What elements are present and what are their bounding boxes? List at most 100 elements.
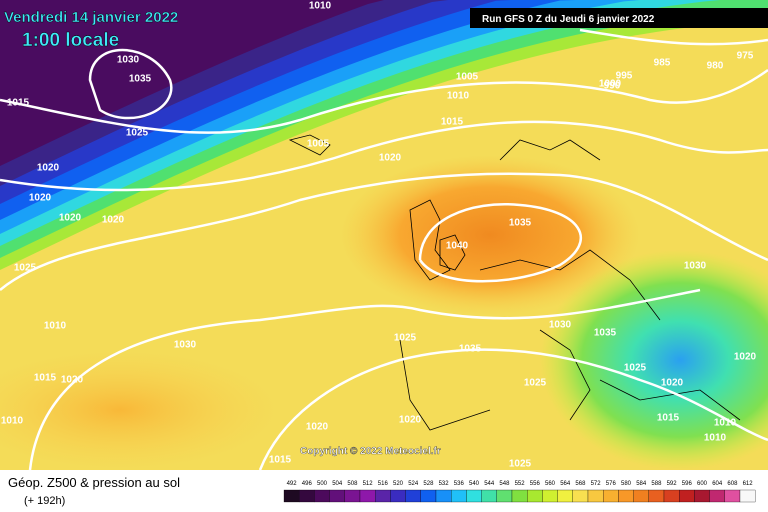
coastlines	[288, 134, 741, 431]
colorbar-label: 500	[317, 481, 328, 487]
copyright: Copyright © 2022 Meteociel.fr	[300, 446, 441, 457]
colorbar-label: 604	[712, 481, 723, 487]
colorbar-swatch	[344, 489, 361, 503]
time: 1:00 locale	[22, 30, 119, 51]
colorbar-swatch	[283, 489, 300, 503]
colorbar-swatch	[299, 489, 315, 503]
isobar-label: 1040	[446, 241, 469, 252]
isobar-label: 1015	[34, 373, 57, 384]
isobar-label: 1020	[61, 375, 84, 386]
colorbar-label: 612	[743, 481, 754, 487]
colorbar-label: 556	[530, 481, 541, 487]
isobar-label: 980	[707, 61, 724, 72]
colorbar-swatch	[496, 489, 513, 503]
colorbar-label: 568	[575, 481, 586, 487]
isobar-label: 1030	[549, 320, 572, 331]
colorbar-swatch	[557, 489, 573, 503]
isobar-label: 1025	[126, 128, 149, 139]
isobar-label: 1010	[1, 416, 24, 427]
colorbar-swatch	[724, 489, 741, 503]
colorbar-swatch	[314, 489, 330, 503]
colorbar-label: 592	[667, 481, 678, 487]
colorbar-label: 548	[499, 481, 510, 487]
isobar-label: 1005	[456, 72, 479, 83]
isobar-label: 1020	[29, 193, 52, 204]
isobar-label: 1020	[37, 163, 60, 174]
colorbar-label: 536	[454, 481, 465, 487]
isobar-label: 1035	[459, 344, 482, 355]
isobar-label: 990	[604, 81, 621, 92]
isobar-label: 1015	[657, 413, 680, 424]
isobar-label: 1000	[599, 79, 622, 90]
colorbar-swatch	[435, 489, 452, 503]
isobar-label: 1030	[117, 55, 140, 66]
colorbar-swatch	[542, 489, 558, 503]
isobar-label: 1015	[269, 455, 292, 466]
colorbar: 492 496 500 504 508 512 516 520 524 528 532 536 540 5…	[283, 481, 756, 503]
isobar-label: 1020	[102, 215, 125, 226]
isobar-label: 1020	[734, 352, 757, 363]
isobar-label: 1005	[307, 139, 330, 150]
isobar-label: 1025	[509, 459, 532, 470]
trough	[540, 250, 768, 470]
run-box	[470, 8, 768, 28]
isobar-label: 1010	[704, 433, 727, 444]
colorbar-swatch	[359, 489, 376, 503]
isobars	[0, 28, 768, 471]
isobar-label: 1020	[661, 378, 684, 389]
isobar-label: 1035	[594, 328, 617, 339]
colorbar-label: 516	[378, 481, 389, 487]
colorbar-swatch	[390, 489, 406, 503]
colorbar-label: 552	[515, 481, 526, 487]
colorbar-label: 576	[606, 481, 617, 487]
isobar-label: 1020	[399, 415, 422, 426]
colorbar-label: 520	[393, 481, 404, 487]
colorbar-label: 564	[560, 481, 571, 487]
colorbar-label: 544	[484, 481, 495, 487]
colorbar-label: 572	[591, 481, 602, 487]
isobar-label: 1020	[59, 213, 82, 224]
colorbar-swatch	[451, 489, 467, 503]
isobar-label: 995	[616, 71, 633, 82]
colorbar-label: 596	[682, 481, 693, 487]
date: Vendredi 14 janvier 2022	[4, 9, 178, 26]
isobar-label: 1035	[129, 74, 152, 85]
colorbar-swatch	[618, 489, 634, 503]
colorbar-label: 584	[636, 481, 647, 487]
colorbar-swatch	[511, 489, 528, 503]
colorbar-label: 532	[439, 481, 450, 487]
colorbar-swatch	[405, 489, 421, 503]
footer-lead: (+ 192h)	[24, 495, 65, 507]
colorbar-label: 580	[621, 481, 632, 487]
run: Run GFS 0 Z du Jeudi 6 janvier 2022	[482, 14, 655, 25]
isobar-labels: 1010 1030 1035 1015 1025 1005 1010 1015 1005 1020…	[1, 1, 757, 470]
colorbar-label: 504	[332, 481, 343, 487]
warm-area	[0, 350, 280, 470]
isobar-label: 1025	[14, 263, 37, 274]
colorbar-swatch	[648, 489, 665, 503]
colorbar-label: 528	[423, 481, 434, 487]
colorbar-label: 588	[651, 481, 662, 487]
isobar-label: 1035	[509, 218, 532, 229]
colorbar-label: 540	[469, 481, 480, 487]
colorbar-swatch	[709, 489, 725, 503]
colorbar-label: 508	[347, 481, 358, 487]
isobar-label: 1025	[624, 363, 647, 374]
colorbar-label: 492	[287, 481, 298, 487]
isobar-label: 1010	[44, 321, 67, 332]
colorbar-label: 496	[302, 481, 313, 487]
colorbar-swatch	[375, 489, 391, 503]
colorbar-swatch	[527, 489, 543, 503]
isobar-label: 975	[737, 51, 754, 62]
isobar-label: 1020	[379, 153, 402, 164]
colorbar-label: 512	[363, 481, 374, 487]
footer-title: Géop. Z500 & pression au sol	[8, 475, 180, 490]
isobar-label: 1030	[174, 340, 197, 351]
colorbar-swatch	[663, 489, 680, 503]
isobar-label: 1010	[309, 1, 332, 12]
height-band	[0, 0, 768, 166]
isobar-label: 1010	[447, 91, 470, 102]
isobar-label: 1015	[441, 117, 464, 128]
colorbar-label: 524	[408, 481, 419, 487]
